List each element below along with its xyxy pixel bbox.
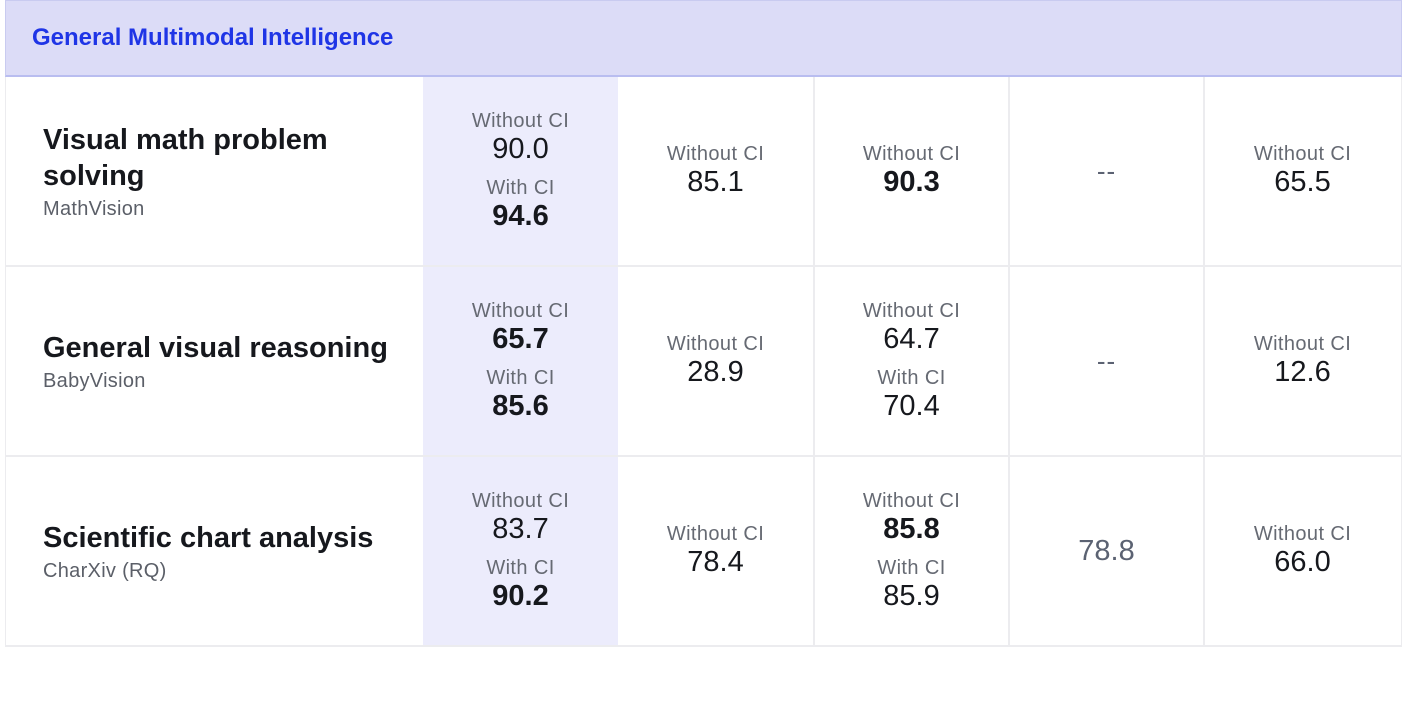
benchmark-table: General Multimodal Intelligence Visual m… [5,0,1402,647]
score-label: Without CI [666,523,765,545]
score-cell-col5: Without CI 65.5 [1203,77,1400,265]
score-value: 78.4 [687,546,744,578]
score-plain-value: 78.8 [1078,534,1135,567]
score-value: 90.2 [492,579,549,612]
score-cell-col1: Without CI 83.7 With CI 90.2 [423,457,618,645]
benchmark-name: BabyVision [43,369,146,392]
score-entry: With CI 90.2 [486,557,554,613]
score-value: 12.6 [1274,356,1331,388]
score-label: With CI [486,176,555,199]
score-label: Without CI [666,143,765,165]
score-value: 83.7 [492,512,549,545]
score-entry: Without CI 78.4 [667,523,764,579]
score-value: 65.5 [1274,166,1331,198]
score-label: Without CI [862,143,961,165]
score-label: Without CI [1253,523,1352,545]
score-value: 64.7 [883,322,940,355]
score-cell-col3: Without CI 90.3 [813,77,1008,265]
score-entry: Without CI 90.3 [863,143,960,199]
score-entry: With CI 85.6 [486,367,554,423]
score-entry: Without CI 28.9 [667,333,764,389]
score-label: Without CI [471,299,570,322]
score-entry: Without CI 65.5 [1254,143,1351,199]
score-entry: Without CI 90.0 [472,110,569,166]
score-label: Without CI [862,489,961,512]
score-value: 90.0 [492,132,549,165]
score-label: Without CI [1253,143,1352,165]
score-value: 70.4 [883,389,940,422]
task-name: General visual reasoning [43,331,388,364]
score-entry: Without CI 12.6 [1254,333,1351,389]
benchmark-name: MathVision [43,197,145,220]
score-entry: Without CI 83.7 [472,490,569,546]
score-cell-col3: Without CI 85.8 With CI 85.9 [813,457,1008,645]
score-cell-col4: -- [1008,267,1203,455]
score-entry: With CI 94.6 [486,177,554,233]
score-value: 85.9 [883,579,940,612]
score-plain-value: -- [1096,345,1117,376]
task-name: Scientific chart analysis [43,521,374,554]
score-entry: Without CI 65.7 [472,300,569,356]
table-body: Visual math problem solving MathVision Wit… [5,77,1402,647]
score-label: With CI [877,366,946,389]
score-label: With CI [877,556,946,579]
task-label-cell: General visual reasoning BabyVision [6,267,423,455]
score-cell-col3: Without CI 64.7 With CI 70.4 [813,267,1008,455]
table-row: General visual reasoning BabyVision Withou… [5,267,1402,457]
score-label: Without CI [471,489,570,512]
task-label-cell: Scientific chart analysis CharXiv (RQ) [6,457,423,645]
score-value: 66.0 [1274,546,1331,578]
score-label: With CI [486,366,555,389]
score-value: 65.7 [492,322,549,355]
score-cell-col2: Without CI 28.9 [618,267,813,455]
score-cell-col5: Without CI 66.0 [1203,457,1400,645]
score-cell-col2: Without CI 78.4 [618,457,813,645]
score-entry: Without CI 85.1 [667,143,764,199]
score-plain-value: -- [1096,155,1117,186]
score-value: 28.9 [687,356,744,388]
task-name: Visual math problem solving [43,123,328,192]
score-value: 94.6 [492,199,549,232]
score-value: 90.3 [883,166,940,198]
score-cell-col1: Without CI 90.0 With CI 94.6 [423,77,618,265]
score-value: 85.8 [883,512,940,545]
score-cell-col1: Without CI 65.7 With CI 85.6 [423,267,618,455]
score-entry: Without CI 66.0 [1254,523,1351,579]
score-entry: With CI 70.4 [877,367,945,423]
task-label-cell: Visual math problem solving MathVision [6,77,423,265]
score-cell-col4: -- [1008,77,1203,265]
section-header: General Multimodal Intelligence [5,0,1402,77]
score-cell-col4: 78.8 [1008,457,1203,645]
score-value: 85.1 [687,166,744,198]
score-value: 85.6 [492,389,549,422]
section-title: General Multimodal Intelligence [32,24,394,51]
score-label: Without CI [1253,333,1352,355]
score-cell-col2: Without CI 85.1 [618,77,813,265]
benchmark-name: CharXiv (RQ) [43,559,167,582]
table-row: Visual math problem solving MathVision Wit… [5,77,1402,267]
table-row: Scientific chart analysis CharXiv (RQ) Wit… [5,457,1402,647]
score-label: With CI [486,556,555,579]
score-label: Without CI [862,299,961,322]
score-cell-col5: Without CI 12.6 [1203,267,1400,455]
score-entry: Without CI 64.7 [863,300,960,356]
score-entry: With CI 85.9 [877,557,945,613]
score-entry: Without CI 85.8 [863,490,960,546]
score-label: Without CI [666,333,765,355]
score-label: Without CI [471,109,570,132]
